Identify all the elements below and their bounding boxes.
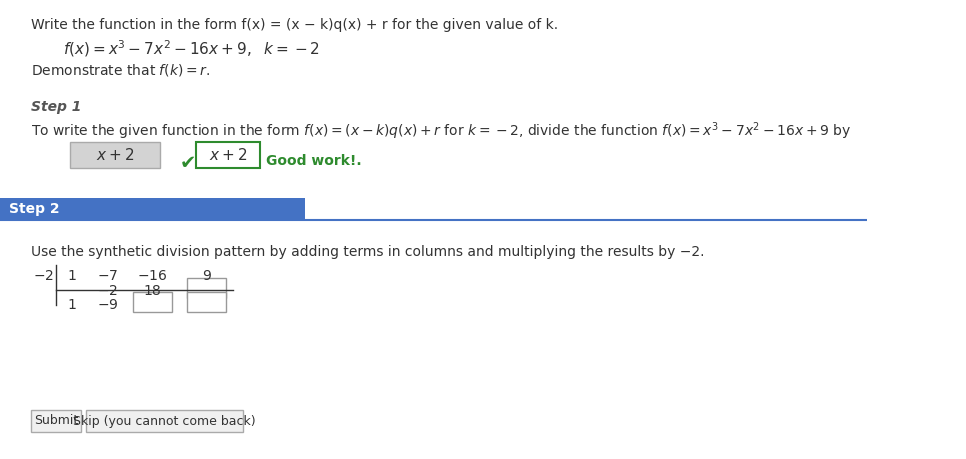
Text: Submit: Submit [34, 414, 78, 427]
Text: Use the synthetic division pattern by adding terms in columns and multiplying th: Use the synthetic division pattern by ad… [32, 245, 705, 259]
Text: $-7$: $-7$ [98, 269, 119, 283]
FancyBboxPatch shape [133, 292, 172, 312]
Text: Skip (you cannot come back): Skip (you cannot come back) [73, 414, 256, 427]
Text: $-16$: $-16$ [137, 269, 168, 283]
Text: Step 2: Step 2 [9, 202, 60, 216]
FancyBboxPatch shape [186, 278, 226, 298]
Text: $x + 2$: $x + 2$ [96, 147, 134, 163]
Text: $-2$: $-2$ [98, 284, 118, 298]
Bar [0, 198, 305, 220]
FancyBboxPatch shape [86, 410, 243, 432]
Text: To write the given function in the form $f(x) = (x - k)q(x) + r$ for $k = -2$, d: To write the given function in the form … [32, 120, 852, 141]
FancyBboxPatch shape [186, 292, 226, 312]
Text: 1: 1 [68, 298, 76, 312]
Text: 9: 9 [202, 269, 211, 283]
Text: Demonstrate that $f(k) = r.$: Demonstrate that $f(k) = r.$ [32, 62, 211, 78]
Text: 1: 1 [68, 269, 76, 283]
Text: $-9$: $-9$ [97, 298, 119, 312]
Text: $f(x) = x^3 - 7x^2 - 16x + 9,$  $k = -2$: $f(x) = x^3 - 7x^2 - 16x + 9,$ $k = -2$ [63, 38, 320, 59]
FancyBboxPatch shape [70, 142, 159, 168]
Text: 18: 18 [144, 284, 161, 298]
Text: Write the function in the form f(x) = (x − k)q(x) + r for the given value of k.: Write the function in the form f(x) = (x… [32, 18, 558, 32]
Text: $x + 2$: $x + 2$ [209, 147, 247, 163]
FancyBboxPatch shape [32, 410, 81, 432]
Text: ✔: ✔ [180, 154, 196, 173]
Text: Good work!.: Good work!. [266, 154, 361, 168]
Text: Step 1: Step 1 [32, 100, 82, 114]
FancyBboxPatch shape [196, 142, 260, 168]
Text: $-2$: $-2$ [33, 269, 54, 283]
